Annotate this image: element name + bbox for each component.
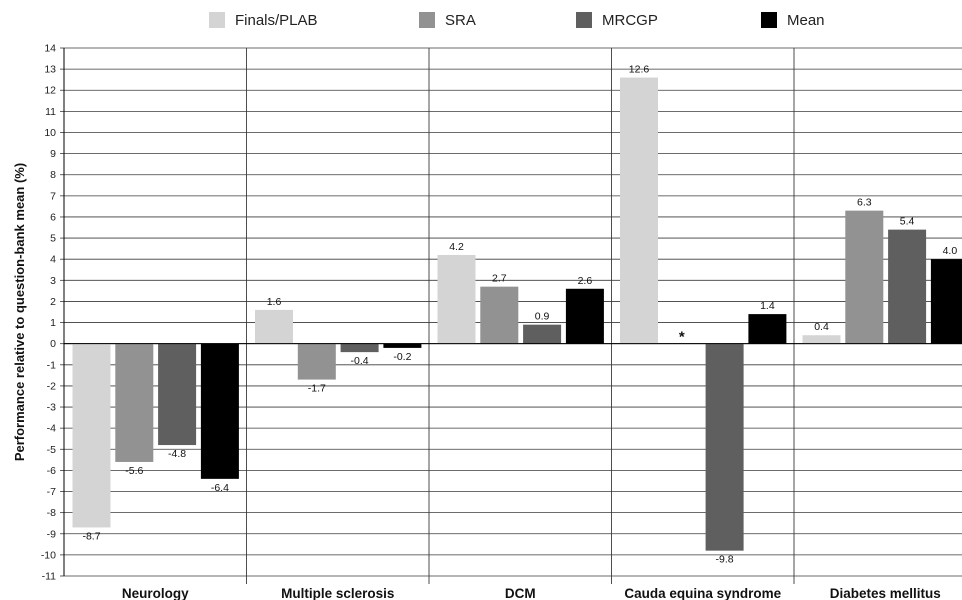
data-label: -0.2 [393, 351, 411, 363]
category-label: Neurology [122, 586, 189, 600]
bar [620, 77, 658, 344]
y-tick-label: 10 [44, 127, 56, 139]
bar [802, 335, 841, 344]
y-tick-label: -4 [47, 423, 56, 435]
category-label: DCM [505, 586, 536, 600]
legend-item-sra: SRA [419, 9, 476, 31]
y-tick-label: 5 [50, 233, 56, 245]
bar [340, 343, 379, 353]
y-tick-label: 9 [50, 148, 56, 160]
data-label: 5.4 [900, 216, 915, 228]
legend-item-mrcgp: MRCGP [576, 9, 658, 31]
legend-swatch-mean [761, 12, 777, 28]
y-tick-labels: 14131211109876543210-1-2-3-4-5-6-7-8-9-1… [41, 43, 56, 583]
y-tick-label: -5 [47, 444, 56, 456]
legend-label-finals-plab: Finals/PLAB [235, 11, 318, 29]
bar [383, 343, 422, 348]
y-tick-label: 13 [44, 64, 56, 76]
y-tick-label: 2 [50, 296, 56, 308]
y-tick-label: 8 [50, 169, 56, 181]
category-labels: Neurology Multiple sclerosis DCM Cauda equi… [122, 586, 941, 600]
data-label: 2.6 [578, 275, 593, 287]
data-label: 2.7 [492, 273, 507, 285]
bar [748, 314, 787, 344]
bar [523, 324, 562, 344]
bar [72, 343, 111, 528]
legend-label-mrcgp: MRCGP [602, 11, 658, 29]
y-tick-label: -11 [42, 571, 57, 583]
bar [705, 343, 744, 551]
data-labels: -8.7 -5.6 -4.8 -6.4 1.6 -1.7 -0.4 -0.2 4.2 2.7 0.9… [82, 64, 957, 566]
y-tick-label: 7 [50, 190, 56, 202]
category-label: Multiple sclerosis [281, 586, 394, 600]
y-tick-label: 0 [50, 338, 56, 350]
data-label: 1.6 [267, 296, 282, 308]
y-tick-label: 6 [50, 211, 56, 223]
y-tick-label: -6 [47, 465, 56, 477]
legend-item-mean: Mean [761, 9, 825, 31]
data-label: -9.8 [716, 554, 734, 566]
bar [480, 286, 519, 344]
bar [930, 259, 962, 344]
data-label: 4.2 [449, 241, 464, 253]
data-label: -5.6 [125, 465, 143, 477]
data-label: -6.4 [211, 482, 229, 494]
legend-label-sra: SRA [445, 11, 476, 29]
y-tick-label: -2 [47, 380, 56, 392]
legend-swatch-mrcgp [576, 12, 592, 28]
data-label: 0.9 [535, 311, 550, 323]
legend-swatch-finals-plab [209, 12, 225, 28]
legend-label-mean: Mean [787, 11, 825, 29]
bar [297, 343, 336, 380]
bar [565, 288, 604, 344]
bar [158, 343, 197, 446]
chart-legend: Finals/PLAB SRA MRCGP Mean [0, 9, 962, 31]
category-label: Cauda equina syndrome [624, 586, 781, 600]
data-label: 4.0 [943, 245, 958, 257]
data-label: 1.4 [760, 300, 775, 312]
y-tick-label: 14 [44, 43, 56, 55]
y-tick-label: 12 [44, 85, 56, 97]
y-tick-label: -3 [47, 402, 56, 414]
category-separators [246, 48, 795, 584]
y-tick-label: 3 [50, 275, 56, 287]
data-label: -4.8 [168, 448, 186, 460]
y-axis-label: Performance relative to question-bank me… [12, 163, 27, 461]
y-tick-label: -7 [47, 486, 56, 498]
bars [72, 77, 962, 551]
legend-swatch-sra [419, 12, 435, 28]
bar [255, 309, 293, 344]
bar [437, 254, 476, 344]
data-label: 12.6 [629, 64, 650, 76]
y-tick-label: 4 [50, 254, 56, 266]
data-label: -8.7 [82, 530, 100, 542]
y-tick-label: -9 [47, 528, 56, 540]
bar [115, 343, 154, 462]
y-tick-label: -8 [47, 507, 56, 519]
category-label: Diabetes mellitus [830, 586, 941, 600]
data-label: 0.4 [814, 321, 829, 333]
y-tick-label: -1 [47, 359, 56, 371]
legend-item-finals-plab: Finals/PLAB [209, 9, 318, 31]
y-tick-label: 11 [45, 106, 56, 118]
data-label: 6.3 [857, 197, 872, 209]
data-label: -0.4 [351, 355, 369, 367]
data-label: -1.7 [308, 383, 326, 395]
bar [888, 229, 927, 344]
y-tick-label: -10 [41, 549, 56, 561]
data-label: * [679, 329, 685, 346]
bar [845, 210, 884, 344]
y-tick-label: 1 [50, 317, 56, 329]
bar [200, 343, 239, 479]
